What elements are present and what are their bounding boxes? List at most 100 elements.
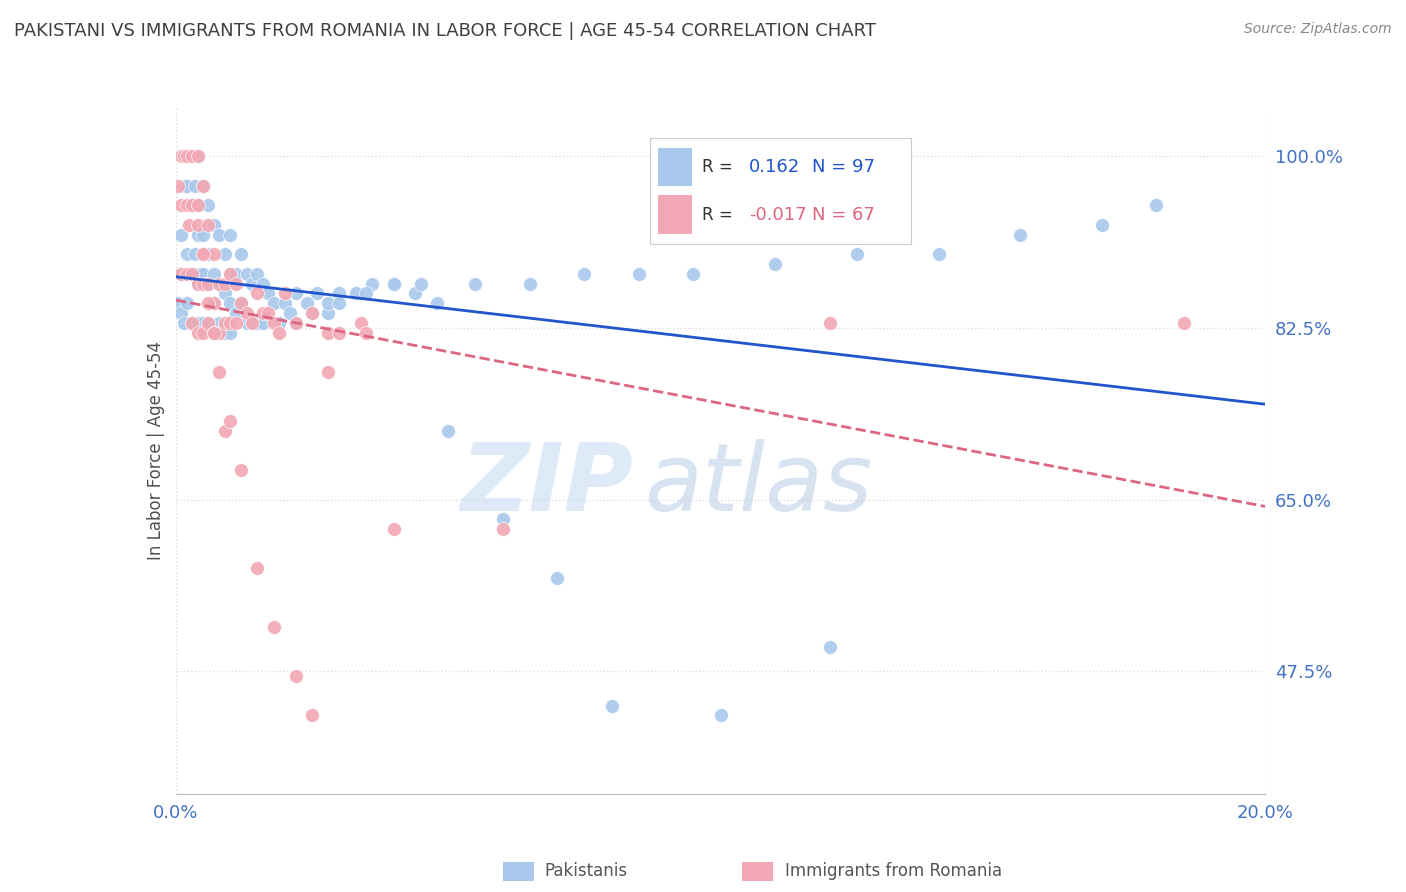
Point	[437, 424, 460, 438]
Point	[202, 326, 225, 340]
Point	[186, 149, 209, 163]
Point	[186, 198, 209, 212]
Point	[197, 316, 219, 330]
Bar	[658, 195, 692, 234]
Point	[186, 316, 209, 330]
Point	[1010, 227, 1032, 242]
Point	[170, 149, 193, 163]
Point	[682, 267, 704, 281]
Point	[184, 178, 207, 193]
Point	[186, 326, 209, 340]
Point	[191, 178, 214, 193]
Point	[252, 316, 274, 330]
Point	[519, 277, 541, 291]
Point	[627, 267, 650, 281]
Point	[356, 326, 378, 340]
Point	[409, 277, 432, 291]
Point	[295, 296, 318, 310]
Point	[173, 178, 195, 193]
Point	[176, 198, 198, 212]
Point	[214, 247, 236, 261]
Bar	[658, 147, 692, 186]
Point	[197, 247, 219, 261]
Point	[167, 296, 190, 310]
Point	[170, 267, 193, 281]
Point	[173, 316, 195, 330]
Point	[219, 414, 242, 428]
Point	[301, 708, 323, 723]
Text: R =: R =	[702, 205, 733, 224]
Point	[818, 316, 841, 330]
Point	[184, 247, 207, 261]
Point	[219, 227, 242, 242]
Point	[186, 149, 209, 163]
Point	[225, 277, 247, 291]
Point	[208, 316, 231, 330]
Point	[240, 277, 263, 291]
Point	[208, 326, 231, 340]
Point	[284, 669, 307, 683]
Point	[191, 267, 214, 281]
Text: N = 97: N = 97	[811, 158, 875, 176]
Point	[405, 286, 427, 301]
Point	[176, 267, 198, 281]
Point	[492, 522, 515, 536]
Point	[231, 247, 253, 261]
Point	[219, 316, 242, 330]
Point	[1144, 198, 1167, 212]
Text: PAKISTANI VS IMMIGRANTS FROM ROMANIA IN LABOR FORCE | AGE 45-54 CORRELATION CHAR: PAKISTANI VS IMMIGRANTS FROM ROMANIA IN …	[14, 22, 876, 40]
Point	[382, 277, 405, 291]
Point	[208, 227, 231, 242]
Point	[263, 316, 285, 330]
Point	[235, 267, 257, 281]
Point	[186, 277, 209, 291]
Point	[710, 708, 733, 723]
Point	[194, 277, 217, 291]
Point	[191, 247, 214, 261]
Point	[318, 326, 340, 340]
Point	[167, 178, 190, 193]
Point	[219, 326, 242, 340]
Point	[284, 316, 307, 330]
Point	[214, 326, 236, 340]
Text: R =: R =	[702, 158, 733, 176]
Point	[202, 296, 225, 310]
Point	[382, 522, 405, 536]
Point	[202, 326, 225, 340]
Point	[219, 296, 242, 310]
Point	[181, 316, 204, 330]
Point	[225, 306, 247, 320]
Point	[278, 306, 301, 320]
Point	[845, 247, 868, 261]
Point	[307, 286, 329, 301]
Point	[202, 247, 225, 261]
Point	[170, 198, 193, 212]
Point	[197, 277, 219, 291]
Point	[1173, 316, 1195, 330]
Point	[202, 326, 225, 340]
Text: Source: ZipAtlas.com: Source: ZipAtlas.com	[1244, 22, 1392, 37]
Point	[176, 247, 198, 261]
Point	[328, 326, 350, 340]
Point	[763, 257, 786, 271]
Point	[197, 218, 219, 232]
Point	[197, 316, 219, 330]
Point	[181, 198, 204, 212]
Point	[231, 296, 253, 310]
Point	[186, 277, 209, 291]
Point	[246, 267, 269, 281]
Point	[214, 286, 236, 301]
Text: 0.162: 0.162	[749, 158, 800, 176]
Point	[181, 149, 204, 163]
Point	[186, 218, 209, 232]
Point	[328, 296, 350, 310]
Point	[257, 306, 280, 320]
Point	[284, 316, 307, 330]
Point	[202, 267, 225, 281]
Point	[225, 267, 247, 281]
Point	[181, 149, 204, 163]
Point	[318, 365, 340, 379]
Point	[176, 149, 198, 163]
Point	[263, 620, 285, 634]
Point	[179, 267, 201, 281]
